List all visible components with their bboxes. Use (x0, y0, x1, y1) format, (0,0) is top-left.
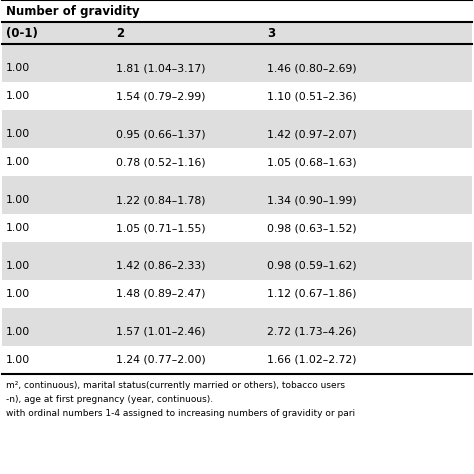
Text: 1.00: 1.00 (6, 63, 30, 73)
Bar (2, 214, 472, 242)
Text: m², continuous), marital status(currently married or others), tobacco users: m², continuous), marital status(currentl… (6, 382, 345, 391)
Bar (2, 186, 472, 214)
Text: 0.98 (0.59–1.62): 0.98 (0.59–1.62) (267, 261, 356, 271)
Text: 1.54 (0.79–2.99): 1.54 (0.79–2.99) (116, 91, 206, 101)
Text: 1.00: 1.00 (6, 355, 30, 365)
Text: Number of gravidity: Number of gravidity (6, 4, 140, 18)
Text: 1.05 (0.68–1.63): 1.05 (0.68–1.63) (267, 157, 356, 167)
Bar (2, 0, 472, 22)
Text: 1.57 (1.01–2.46): 1.57 (1.01–2.46) (116, 327, 206, 337)
Bar (2, 82, 472, 110)
Bar (2, 22, 472, 44)
Text: 1.24 (0.77–2.00): 1.24 (0.77–2.00) (116, 355, 206, 365)
Text: 1.22 (0.84–1.78): 1.22 (0.84–1.78) (116, 195, 206, 205)
Text: 1.05 (0.71–1.55): 1.05 (0.71–1.55) (116, 223, 206, 233)
Text: 1.00: 1.00 (6, 129, 30, 139)
Text: 1.00: 1.00 (6, 223, 30, 233)
Bar (2, 308, 472, 318)
Text: 0.95 (0.66–1.37): 0.95 (0.66–1.37) (116, 129, 206, 139)
Text: 1.42 (0.97–2.07): 1.42 (0.97–2.07) (267, 129, 356, 139)
Bar (2, 280, 472, 308)
Text: 2: 2 (116, 27, 124, 39)
Text: 1.12 (0.67–1.86): 1.12 (0.67–1.86) (267, 289, 356, 299)
Text: 2.72 (1.73–4.26): 2.72 (1.73–4.26) (267, 327, 356, 337)
Text: 1.34 (0.90–1.99): 1.34 (0.90–1.99) (267, 195, 356, 205)
Bar (2, 44, 472, 54)
Bar (2, 252, 472, 280)
Text: 1.48 (0.89–2.47): 1.48 (0.89–2.47) (116, 289, 206, 299)
Text: 1.00: 1.00 (6, 289, 30, 299)
Text: 1.46 (0.80–2.69): 1.46 (0.80–2.69) (267, 63, 356, 73)
Bar (2, 176, 472, 186)
Text: 1.10 (0.51–2.36): 1.10 (0.51–2.36) (267, 91, 356, 101)
Text: 3: 3 (267, 27, 275, 39)
Text: with ordinal numbers 1-4 assigned to increasing numbers of gravidity or pari: with ordinal numbers 1-4 assigned to inc… (6, 410, 355, 419)
Bar (2, 110, 472, 120)
Bar (2, 148, 472, 176)
Bar (2, 346, 472, 374)
Bar (2, 120, 472, 148)
Text: 1.00: 1.00 (6, 261, 30, 271)
Text: 1.00: 1.00 (6, 91, 30, 101)
Text: 1.00: 1.00 (6, 327, 30, 337)
Bar (2, 318, 472, 346)
Text: 1.81 (1.04–3.17): 1.81 (1.04–3.17) (116, 63, 206, 73)
Bar (2, 54, 472, 82)
Text: 1.66 (1.02–2.72): 1.66 (1.02–2.72) (267, 355, 356, 365)
Text: (0-1): (0-1) (6, 27, 38, 39)
Text: 1.42 (0.86–2.33): 1.42 (0.86–2.33) (116, 261, 206, 271)
Text: ‑n), age at first pregnancy (year, continuous).: ‑n), age at first pregnancy (year, conti… (6, 395, 213, 404)
Text: 1.00: 1.00 (6, 157, 30, 167)
Text: 1.00: 1.00 (6, 195, 30, 205)
Text: 0.98 (0.63–1.52): 0.98 (0.63–1.52) (267, 223, 356, 233)
Bar (2, 242, 472, 252)
Text: 0.78 (0.52–1.16): 0.78 (0.52–1.16) (116, 157, 206, 167)
